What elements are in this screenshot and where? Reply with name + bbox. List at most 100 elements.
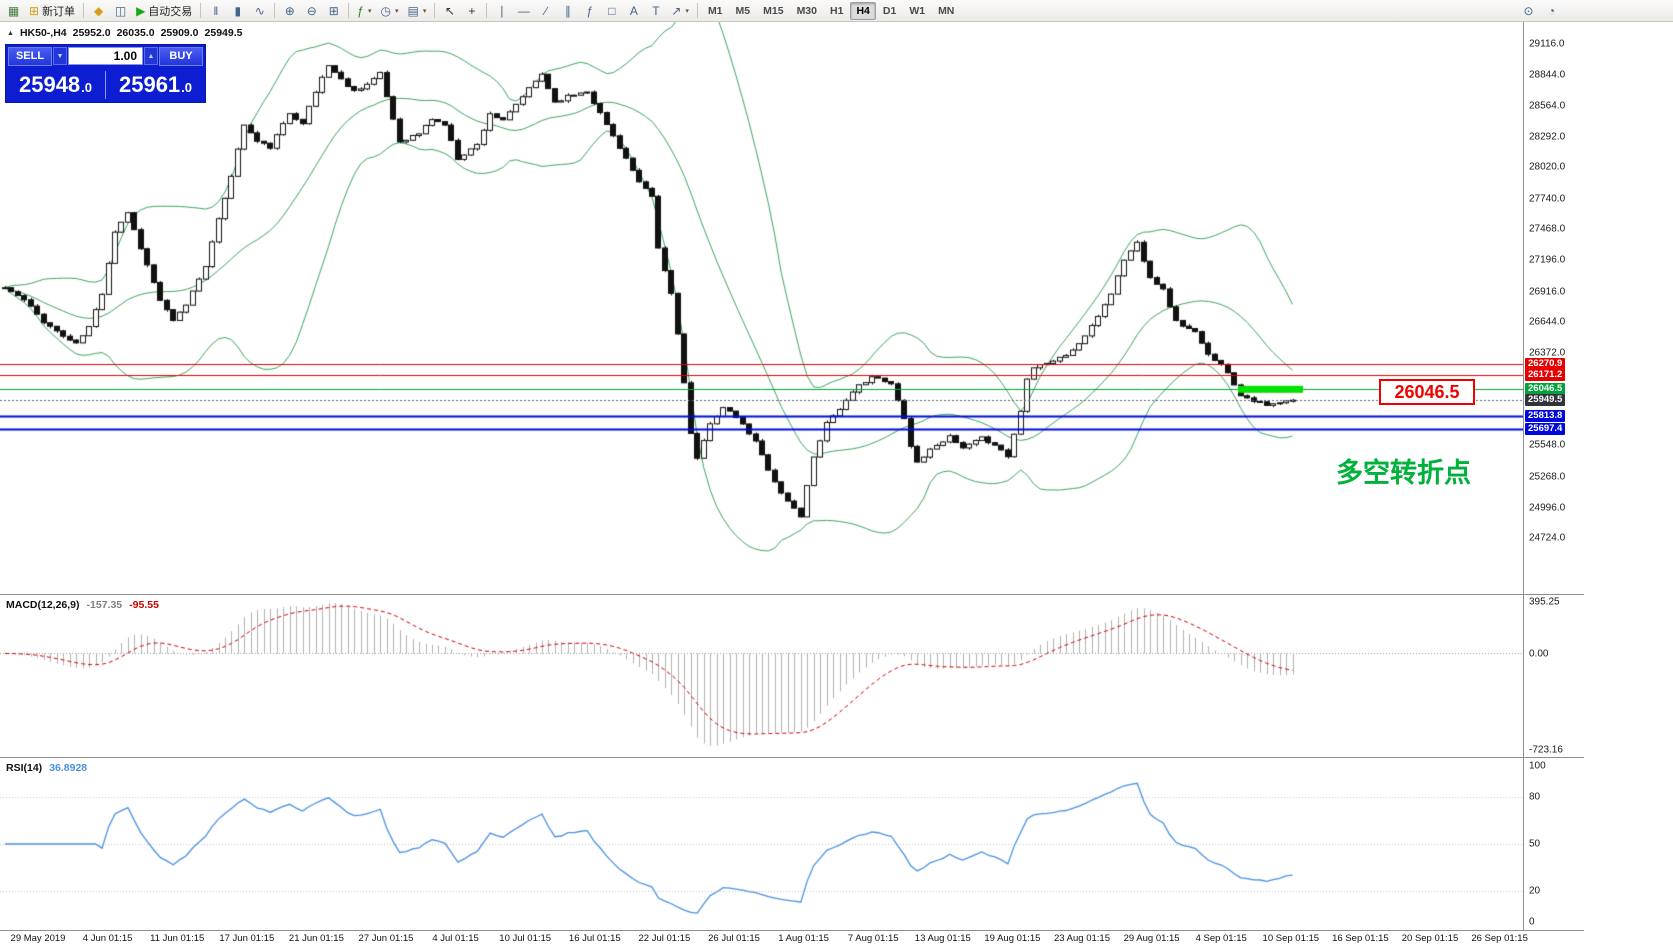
templates-button[interactable]: ▤ ▾ <box>404 1 431 21</box>
timeframe-d1-button[interactable]: D1 <box>882 4 897 17</box>
line-chart-icon[interactable]: ∿ <box>249 1 270 21</box>
shapes-icon[interactable]: □ <box>601 1 622 21</box>
price-level-callout[interactable]: 26046.5 <box>1379 379 1475 405</box>
bar-chart-icon-icon: ‖ <box>213 3 219 18</box>
macd-axis-label: 0.00 <box>1529 648 1549 659</box>
trendline-icon[interactable]: ∕ <box>535 1 556 21</box>
pane-separator[interactable] <box>0 757 1584 758</box>
timeframe-h1-button[interactable]: H1 <box>830 4 844 17</box>
new-order-icon: ⊞ <box>29 3 40 18</box>
date-label: 19 Aug 01:15 <box>984 933 1041 944</box>
buy-button[interactable]: BUY <box>159 46 203 66</box>
text-icon-icon: A <box>629 3 638 18</box>
macd-axis-label: -723.16 <box>1529 744 1563 756</box>
buy-price[interactable]: 25961 .0 <box>106 72 205 98</box>
timeframe-m5-button[interactable]: M5 <box>735 4 751 17</box>
date-label: 20 Sep 01:15 <box>1401 933 1459 944</box>
tile-windows-icon[interactable]: ⊞ <box>323 1 344 21</box>
pane-separator[interactable] <box>0 594 1584 595</box>
horizontal-line-icon[interactable]: ― <box>513 1 534 21</box>
zoom-in-icon[interactable]: ⊕ <box>279 1 300 21</box>
price-tick-label: 26916.0 <box>1529 286 1566 297</box>
timeframe-w1-button[interactable]: W1 <box>909 4 926 17</box>
price-tick-label: 24724.0 <box>1529 532 1566 544</box>
price-tag: 26046.5 <box>1525 383 1566 396</box>
timeframe-m15-button[interactable]: M15 <box>763 4 784 17</box>
macd-canvas[interactable] <box>0 595 1523 757</box>
timeframe-h4-button[interactable]: H4 <box>850 1 876 20</box>
volume-down-button[interactable]: ▼ <box>53 47 67 65</box>
toolbar-separator <box>434 3 436 18</box>
zoom-in-icon-icon: ⊕ <box>284 3 295 18</box>
time-axis[interactable]: 29 May 2019 4 Jun 01:15 11 Jun 01:15 17 Jun… <box>0 931 1584 945</box>
autotrading-button[interactable]: ▶ 自动交易 <box>132 1 196 21</box>
text-icon[interactable]: A <box>623 1 644 21</box>
zoom-out-icon[interactable]: ⊖ <box>301 1 322 21</box>
chart-shortcut-icon-icon: ▦ <box>7 3 20 18</box>
price-axis-border <box>1523 22 1524 931</box>
arrows-icon[interactable]: ↗ ▾ <box>667 1 693 21</box>
horizontal-line-icon-icon: ― <box>517 3 530 18</box>
market-watch-icon-icon: ◆ <box>93 3 104 18</box>
date-label: 16 Jul 01:15 <box>568 933 621 944</box>
main-chart-canvas[interactable] <box>0 22 1523 594</box>
one-click-trading-panel: SELL ▼ 1.00 ▲ BUY 25948 .0 25961 .0 <box>5 44 206 103</box>
timeframe-mn-button[interactable]: MN <box>938 4 955 17</box>
date-label: 17 Jun 01:15 <box>219 933 275 944</box>
toolbar-separator <box>348 3 350 18</box>
trade-panel-prices: 25948 .0 25961 .0 <box>6 67 205 102</box>
rsi-indicator-label: RSI(14) 36.8928 <box>6 762 87 774</box>
rsi-canvas[interactable] <box>0 758 1523 930</box>
rsi-axis-label: 100 <box>1529 760 1546 772</box>
data-window-icon[interactable]: ◫ <box>110 1 131 21</box>
chart-text-annotation[interactable]: 多空转折点 <box>1336 458 1471 488</box>
date-label: 10 Sep 01:15 <box>1262 933 1320 944</box>
search-button[interactable]: ⊙ <box>1518 1 1539 21</box>
autotrading-icon: ▶ <box>136 3 146 18</box>
timeframe-m1-button[interactable]: M1 <box>707 4 723 17</box>
chart-shortcut-icon[interactable]: ▦ <box>3 1 24 21</box>
volume-up-button[interactable]: ▲ <box>144 47 158 65</box>
alert-clock-button[interactable]: ◔ <box>1541 1 1562 21</box>
price-axis[interactable]: 29116.0 28844.0 28564.0 28292.0 28020.0 27740… <box>1524 0 1673 945</box>
toolbar-separator <box>83 3 85 18</box>
bar-chart-icon[interactable]: ‖ <box>205 1 226 21</box>
sell-price-main: 25948 <box>18 71 81 97</box>
fibonacci-icon-icon: ƒ <box>586 3 594 18</box>
volume-input[interactable]: 1.00 <box>68 47 143 65</box>
cursor-icon[interactable]: ↖ <box>439 1 460 21</box>
market-watch-icon[interactable]: ◆ <box>88 1 109 21</box>
alert-clock-icon: ◔ <box>1547 3 1556 18</box>
indicators-button[interactable]: ƒ ▾ <box>353 1 375 21</box>
sell-button[interactable]: SELL <box>8 46 52 66</box>
macd-indicator-label: MACD(12,26,9) -157.35 -95.55 <box>6 599 159 611</box>
timeframe-m30-button[interactable]: M30 <box>796 4 817 17</box>
sell-price[interactable]: 25948 .0 <box>6 72 105 98</box>
period-button[interactable]: ◷ ▾ <box>377 1 403 21</box>
toolbar-separator <box>696 3 698 18</box>
caret-down-icon: ▾ <box>367 7 372 15</box>
caret-down-icon: ▾ <box>394 7 399 15</box>
date-label: 11 Jun 01:15 <box>150 933 205 944</box>
crosshair-icon-icon: + <box>468 3 476 18</box>
toolbar-separator <box>486 3 488 18</box>
rsi-axis-label: 20 <box>1529 885 1541 897</box>
buy-price-frac: .0 <box>181 79 193 95</box>
vertical-line-icon[interactable]: ∣ <box>491 1 512 21</box>
crosshair-icon[interactable]: + <box>461 1 482 21</box>
period-icon: ◷ <box>380 3 391 18</box>
price-tick-label: 24996.0 <box>1529 502 1566 513</box>
ohlc-low: 25909.0 <box>160 27 199 39</box>
fibonacci-icon[interactable]: ƒ <box>579 1 600 21</box>
price-tag: 25949.5 <box>1525 394 1566 407</box>
ohlc-high: 26035.0 <box>116 27 155 39</box>
trade-panel-divider <box>105 70 106 99</box>
rsi-name: RSI(14) <box>6 762 43 774</box>
equidistant-channel-icon[interactable]: ∥ <box>557 1 578 21</box>
date-label: 23 Aug 01:15 <box>1054 933 1110 944</box>
candlestick-chart-icon[interactable]: ▮ <box>227 1 248 21</box>
price-tick-label: 26372.0 <box>1529 347 1566 359</box>
text-label-icon[interactable]: T <box>645 1 666 21</box>
new-order-button[interactable]: ⊞ 新订单 <box>25 1 79 21</box>
date-label: 4 Jun 01:15 <box>82 933 133 944</box>
